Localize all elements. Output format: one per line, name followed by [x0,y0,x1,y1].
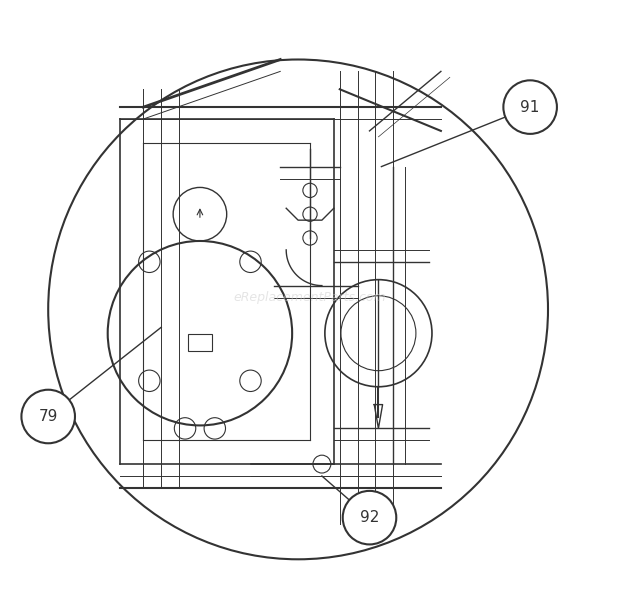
Text: 91: 91 [520,99,540,115]
Text: 79: 79 [38,409,58,424]
Text: 92: 92 [360,510,379,525]
Bar [188,334,212,351]
Circle shape [343,491,396,544]
Text: eReplacementParts.com: eReplacementParts.com [234,291,386,304]
Circle shape [22,390,75,443]
Circle shape [503,80,557,134]
